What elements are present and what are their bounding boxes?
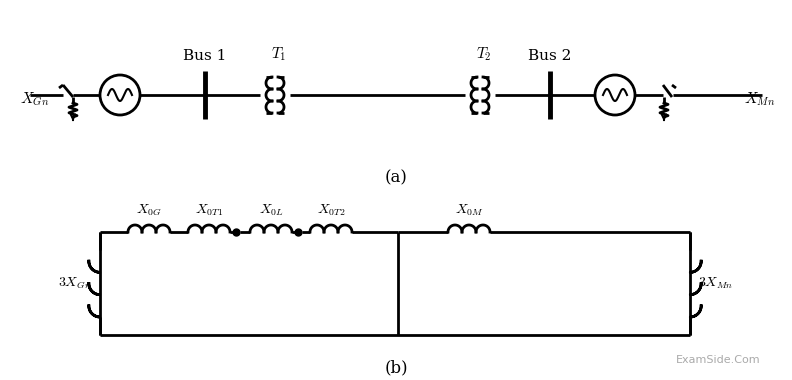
Text: $X_{0T1}$: $X_{0T1}$ <box>195 203 223 218</box>
Text: $X_{Mn}$: $X_{Mn}$ <box>744 90 775 108</box>
Text: (b): (b) <box>384 359 408 377</box>
Text: $3X_{Gn}$: $3X_{Gn}$ <box>59 276 92 291</box>
Text: $X_{0M}$: $X_{0M}$ <box>455 203 483 218</box>
Text: $X_{Gn}$: $X_{Gn}$ <box>20 90 49 108</box>
Text: $T_2$: $T_2$ <box>476 45 492 63</box>
Text: Bus 2: Bus 2 <box>528 49 572 63</box>
Text: Bus 1: Bus 1 <box>183 49 227 63</box>
Text: $X_{0L}$: $X_{0L}$ <box>259 203 284 218</box>
Text: $3X_{Mn}$: $3X_{Mn}$ <box>698 276 733 291</box>
Text: (a): (a) <box>385 169 407 187</box>
Text: $X_{0T2}$: $X_{0T2}$ <box>317 203 345 218</box>
Text: $T_1$: $T_1$ <box>271 45 287 63</box>
Text: ExamSide.Com: ExamSide.Com <box>676 355 760 365</box>
Text: $X_{0G}$: $X_{0G}$ <box>136 203 162 218</box>
